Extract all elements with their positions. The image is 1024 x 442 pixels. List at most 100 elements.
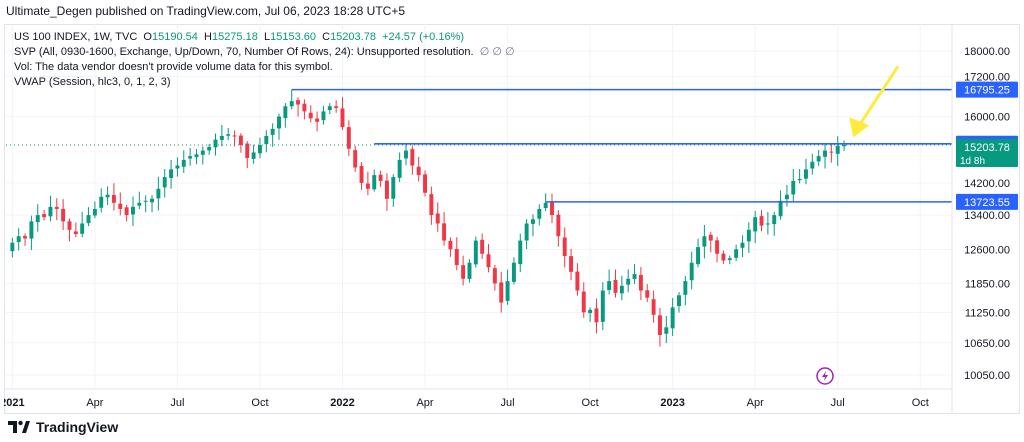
candle-body <box>359 166 364 183</box>
candles <box>6 89 952 347</box>
price-tick-label: 18000.00 <box>964 46 1010 58</box>
publish-info: Ultimate_Degen published on TradingView.… <box>6 4 406 18</box>
candle-body <box>727 258 732 261</box>
annotation-arrow <box>849 65 899 138</box>
candle-body <box>264 136 269 145</box>
time-tick-label: Jul <box>831 397 845 409</box>
candle-body <box>473 240 478 265</box>
candle-body <box>480 239 485 254</box>
high-value: 15275.18 <box>211 31 258 43</box>
candle-body <box>365 183 370 189</box>
candle-body <box>594 308 599 323</box>
candle-body <box>683 281 688 295</box>
candle-body <box>416 166 421 176</box>
candle-body <box>226 134 231 136</box>
symbol-info[interactable]: US 100 INDEX, 1W, TVC <box>14 31 138 43</box>
candle-body <box>270 128 275 135</box>
svp-status-icons: ∅ ∅ ∅ <box>479 46 515 58</box>
close-value: 15203.78 <box>330 31 376 43</box>
price-tick-label: 13400.00 <box>964 210 1010 222</box>
candle-body <box>213 139 218 148</box>
candle-body <box>315 118 320 122</box>
time-tick-label: Jul <box>170 397 184 409</box>
arrow-shaft <box>857 65 899 127</box>
candle-body <box>486 254 491 268</box>
last-price-label: 15203.78 <box>964 142 1010 154</box>
time-tick-label: 2023 <box>660 397 684 409</box>
time-tick-label: Apr <box>86 397 103 409</box>
candle-body <box>277 116 281 129</box>
candle-body <box>245 143 250 159</box>
level-price-badge <box>956 81 1018 98</box>
candle-body <box>829 151 834 153</box>
close-label: C <box>322 31 331 43</box>
time-tick-label: Oct <box>582 397 599 409</box>
candle-body <box>797 178 802 181</box>
candle-body <box>67 221 72 230</box>
candle-body <box>207 146 212 151</box>
svp-indicator[interactable]: SVP (All, 0930-1600, Exchange, Up/Down, … <box>14 46 474 58</box>
candle-body <box>257 145 262 154</box>
tradingview-logo-icon <box>8 420 30 433</box>
candle-body <box>753 217 758 232</box>
candle-body <box>696 247 701 265</box>
candle-body <box>448 240 453 250</box>
level-price-badge <box>956 193 1018 210</box>
candle-body <box>156 188 161 199</box>
footer: TradingView <box>8 419 118 435</box>
candle-body <box>124 207 129 216</box>
time-tick-label: 2021 <box>4 397 25 409</box>
candle-body <box>327 106 332 111</box>
candle-body <box>61 208 66 222</box>
candle-body <box>715 240 720 254</box>
candle-body <box>35 215 40 223</box>
candle-body <box>765 223 770 225</box>
candle-body <box>296 100 301 105</box>
candle-body <box>353 150 358 168</box>
candle-body <box>651 299 656 315</box>
candle-body <box>232 135 237 137</box>
candle-body <box>397 159 402 178</box>
candle-body <box>454 249 459 265</box>
candle-body <box>289 101 294 107</box>
price-tick-label: 12600.00 <box>964 244 1010 256</box>
candle-body <box>588 309 593 314</box>
candle-body <box>810 161 815 169</box>
price-tick-label: 14200.00 <box>964 178 1010 190</box>
candle-body <box>10 242 15 252</box>
change-value: +24.57 (+0.16%) <box>382 31 465 43</box>
time-axis: 2021 Apr Jul Oct 2022 Apr Jul Oct 2023 Apr Jul Oct <box>4 367 952 409</box>
candle-body <box>562 237 567 256</box>
candle-body <box>42 214 47 218</box>
candle-body <box>842 144 847 147</box>
vwap-indicator[interactable]: VWAP (Session, hlc3, 0, 1, 2, 3) <box>14 76 171 88</box>
candle-body <box>575 271 580 291</box>
candle-body <box>499 282 504 303</box>
candle-body <box>600 290 605 322</box>
candle-body <box>467 262 472 279</box>
candle-body <box>181 159 186 167</box>
candle-body <box>619 285 624 294</box>
candle-body <box>670 307 675 329</box>
candle-body <box>283 106 288 118</box>
candle-body <box>162 177 167 188</box>
vol-indicator[interactable]: Vol: The data vendor doesn't provide vol… <box>14 61 333 73</box>
candle-body <box>537 208 542 219</box>
candle-body <box>708 234 713 241</box>
level-price-label: 13723.55 <box>964 197 1010 209</box>
candle-body <box>404 150 408 159</box>
bar-countdown: 1d 8h <box>960 156 985 167</box>
candle-body <box>378 174 383 181</box>
candlestick-chart[interactable]: 18000.00 17200.00 16000.00 14200.00 13400.00… <box>4 24 1020 414</box>
price-tick-label: 11850.00 <box>965 278 1010 290</box>
candle-body <box>99 196 104 208</box>
candle-body <box>372 175 377 190</box>
candle-body <box>638 274 643 291</box>
time-tick-label: Jul <box>501 397 515 409</box>
legend-svp-row[interactable]: SVP (All, 0930-1600, Exchange, Up/Down, … <box>14 45 515 60</box>
low-label: L <box>263 31 271 43</box>
price-tick-label: 10050.00 <box>964 370 1010 382</box>
candle-body <box>543 202 548 209</box>
candle-body <box>492 268 497 284</box>
candle-body <box>251 152 256 159</box>
